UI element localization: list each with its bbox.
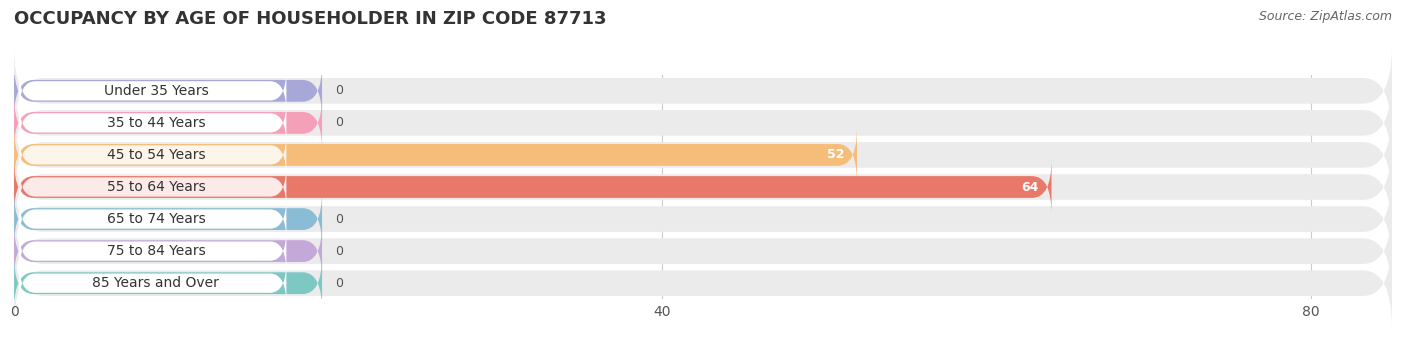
FancyBboxPatch shape xyxy=(18,197,287,241)
Text: Source: ZipAtlas.com: Source: ZipAtlas.com xyxy=(1258,10,1392,23)
Text: 0: 0 xyxy=(335,84,343,97)
Text: 52: 52 xyxy=(827,149,844,162)
FancyBboxPatch shape xyxy=(14,256,322,311)
Text: Under 35 Years: Under 35 Years xyxy=(104,84,208,98)
FancyBboxPatch shape xyxy=(14,46,1392,136)
Text: 55 to 64 Years: 55 to 64 Years xyxy=(107,180,205,194)
FancyBboxPatch shape xyxy=(14,110,1392,200)
Text: 0: 0 xyxy=(335,116,343,130)
FancyBboxPatch shape xyxy=(14,159,1052,215)
FancyBboxPatch shape xyxy=(14,191,322,246)
Text: 64: 64 xyxy=(1021,181,1039,193)
Text: 0: 0 xyxy=(335,244,343,258)
FancyBboxPatch shape xyxy=(18,261,287,306)
FancyBboxPatch shape xyxy=(14,142,1392,232)
FancyBboxPatch shape xyxy=(14,206,1392,296)
FancyBboxPatch shape xyxy=(14,174,1392,264)
FancyBboxPatch shape xyxy=(14,78,1392,168)
Text: 75 to 84 Years: 75 to 84 Years xyxy=(107,244,205,258)
FancyBboxPatch shape xyxy=(18,100,287,145)
Text: OCCUPANCY BY AGE OF HOUSEHOLDER IN ZIP CODE 87713: OCCUPANCY BY AGE OF HOUSEHOLDER IN ZIP C… xyxy=(14,10,606,28)
FancyBboxPatch shape xyxy=(14,223,322,279)
FancyBboxPatch shape xyxy=(18,165,287,209)
Text: 45 to 54 Years: 45 to 54 Years xyxy=(107,148,205,162)
FancyBboxPatch shape xyxy=(18,68,287,113)
FancyBboxPatch shape xyxy=(18,229,287,274)
FancyBboxPatch shape xyxy=(14,63,322,118)
FancyBboxPatch shape xyxy=(18,133,287,177)
Text: 0: 0 xyxy=(335,277,343,290)
FancyBboxPatch shape xyxy=(14,95,322,151)
FancyBboxPatch shape xyxy=(14,238,1392,328)
Text: 0: 0 xyxy=(335,212,343,225)
Text: 85 Years and Over: 85 Years and Over xyxy=(93,276,219,290)
FancyBboxPatch shape xyxy=(14,128,858,183)
Text: 65 to 74 Years: 65 to 74 Years xyxy=(107,212,205,226)
Text: 35 to 44 Years: 35 to 44 Years xyxy=(107,116,205,130)
